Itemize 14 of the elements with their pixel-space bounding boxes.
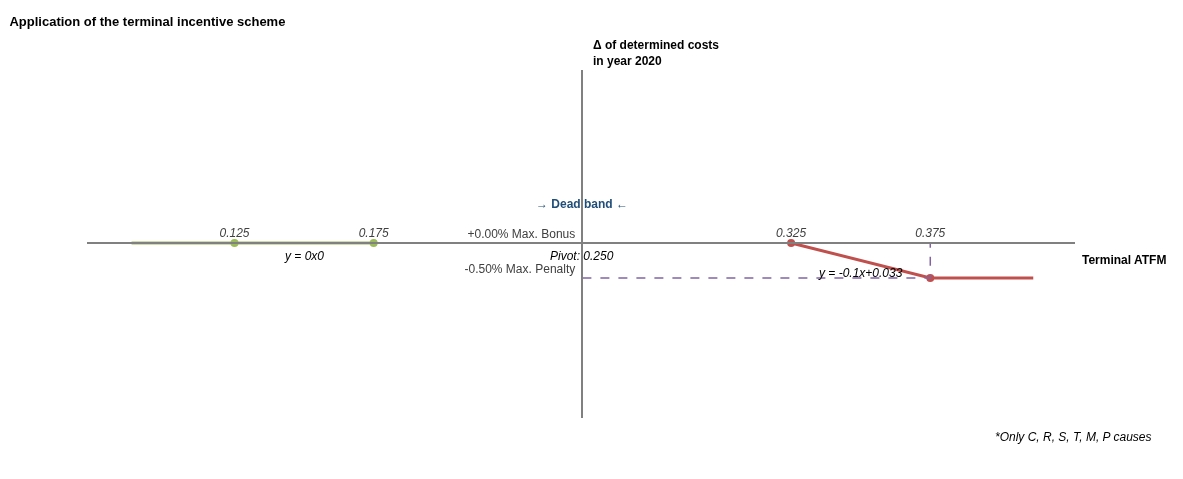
text: *Only C, R, S, T, M, P causes bbox=[995, 430, 1152, 444]
x-axis-title: Terminal ATFM bbox=[1082, 253, 1167, 267]
annotation: y = -0.1x+0.033 bbox=[818, 266, 903, 280]
chart-title: Application of the terminal incentive scheme bbox=[9, 13, 286, 29]
annotation: → Dead band ← bbox=[536, 197, 629, 211]
x-tick-label: 0.325 bbox=[776, 226, 807, 241]
x-tick-label: 0.125 bbox=[219, 226, 250, 241]
x-tick-label: 0.175 bbox=[358, 226, 389, 241]
y-axis-title: Δ of determined costs in year 2020 bbox=[593, 38, 720, 68]
annotation: y = 0x0 bbox=[284, 249, 325, 263]
y-tick-label: -0.50% Max. Penalty bbox=[464, 262, 576, 277]
x-tick-label: 0.375 bbox=[915, 226, 946, 241]
annotation: Pivot: 0.250 bbox=[550, 249, 614, 263]
y-tick-label: +0.00% Max. Bonus bbox=[467, 227, 576, 242]
